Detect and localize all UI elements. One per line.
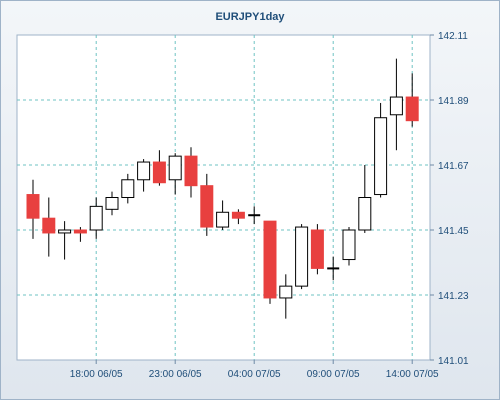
y-tick-label: 141.89 [438, 96, 469, 107]
candle [263, 220, 277, 304]
candle-body-up [89, 205, 103, 231]
candle-body-up [342, 229, 356, 261]
candle-body-down [152, 161, 166, 184]
candle-body-down [26, 194, 40, 219]
candle [295, 224, 309, 290]
candle [200, 173, 214, 236]
candle-body-down [200, 185, 214, 228]
grid-lines [17, 35, 430, 360]
candle-body-up [105, 197, 119, 210]
x-tick-label: 04:00 07/05 [228, 369, 281, 380]
candle-body-up [121, 179, 135, 198]
candle [279, 274, 293, 319]
candle [89, 197, 103, 239]
candle [121, 173, 135, 204]
chart-title: EURJPY1day [215, 11, 285, 23]
candle [168, 153, 182, 195]
candle [389, 58, 403, 151]
candle-doji [248, 214, 261, 217]
candle [184, 147, 198, 198]
x-tick-label: 14:00 07/05 [386, 369, 439, 380]
y-axis-ticks: 141.01 141.23 141.45 141.67 141.89 142.11 [430, 31, 469, 367]
candle [358, 165, 372, 233]
candle [405, 73, 419, 127]
candle-body-up [58, 229, 72, 234]
candle [216, 200, 230, 230]
x-tick-label: 18:00 06/05 [70, 369, 123, 380]
candle [310, 224, 324, 275]
candle-body-up [216, 211, 230, 228]
candle [42, 197, 56, 257]
candle-body-down [310, 229, 324, 269]
x-axis-ticks: 18:00 06/05 23:00 06/05 04:00 07/05 09:00 0… [70, 360, 439, 380]
candle-body-up [295, 226, 309, 287]
candle [73, 227, 87, 242]
candle [105, 191, 119, 216]
candle-body-down [184, 155, 198, 187]
x-tick-label: 09:00 07/05 [307, 369, 360, 380]
candles [26, 58, 419, 319]
candle-body-down [405, 96, 419, 122]
y-tick-label: 141.67 [438, 161, 469, 172]
candle [58, 221, 72, 260]
candle [374, 102, 388, 198]
candle-body-down [231, 211, 245, 219]
candle [152, 150, 166, 186]
candle [231, 209, 245, 225]
candle [342, 227, 356, 266]
candle-body-down [42, 217, 56, 234]
candle-body-up [358, 197, 372, 231]
candle-body-up [137, 161, 151, 181]
candle-body-up [389, 96, 403, 116]
candle [26, 179, 40, 239]
candle [248, 206, 261, 225]
candle [137, 159, 151, 192]
candle-body-up [168, 155, 182, 181]
y-tick-label: 141.01 [438, 356, 469, 367]
candle-body-down [73, 229, 87, 234]
x-tick-label: 23:00 06/05 [149, 369, 202, 380]
y-tick-label: 141.23 [438, 291, 469, 302]
candle-body-up [279, 285, 293, 299]
y-tick-label: 142.11 [438, 31, 468, 42]
candle-body-up [374, 117, 388, 196]
candle [327, 256, 340, 281]
candle-body-down [263, 220, 277, 299]
candle-doji [327, 267, 340, 270]
y-tick-label: 141.45 [438, 226, 469, 237]
